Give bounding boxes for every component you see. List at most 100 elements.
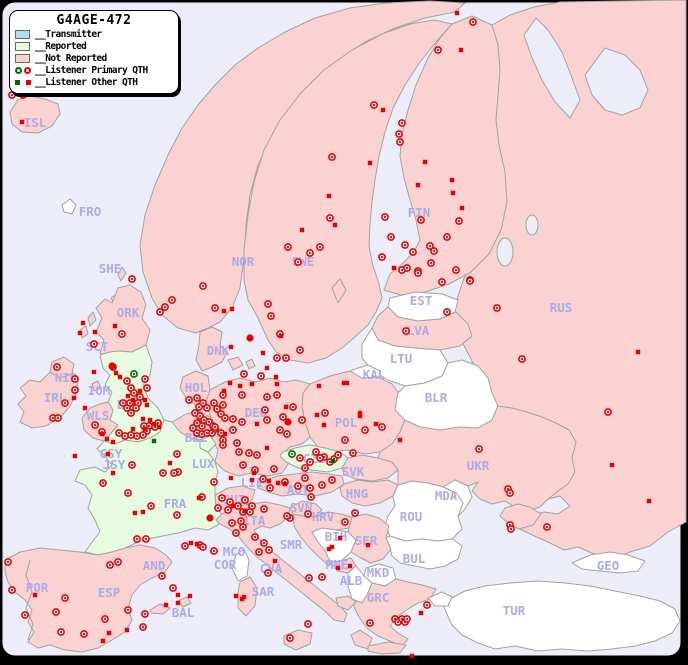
country-label-fin: FIN <box>408 205 431 220</box>
listener-other-marker <box>344 380 350 386</box>
listener-primary-marker <box>543 523 551 531</box>
listener-other-marker <box>249 381 255 387</box>
listener-other-marker <box>233 593 239 599</box>
listener-primary-marker <box>306 484 314 492</box>
listener-primary-marker <box>189 424 197 432</box>
listener-primary-marker <box>434 46 442 54</box>
regions-layer <box>4 0 687 655</box>
listener-primary-marker <box>214 504 222 512</box>
country-label-fro: FRO <box>79 204 102 219</box>
listener-primary-marker <box>217 429 225 437</box>
listener-other-marker <box>106 630 112 636</box>
legend-item-not_reported: __Not Reported <box>15 53 173 64</box>
lake-onega <box>525 214 539 236</box>
listener-other-marker <box>104 436 110 442</box>
listener-primary-marker <box>409 248 417 256</box>
listener-primary-marker <box>142 535 150 543</box>
listener-primary-marker <box>276 426 284 434</box>
listener-primary-marker <box>226 498 234 506</box>
not_reported-swatch <box>15 54 30 63</box>
listener-primary-marker <box>238 391 246 399</box>
listener-primary-marker <box>218 494 226 502</box>
listener-primary-marker <box>304 620 312 628</box>
listener-primary-marker <box>121 432 129 440</box>
country-label-ita: ITA <box>243 513 266 528</box>
listener-other-marker <box>99 431 105 437</box>
region-sar <box>237 576 258 617</box>
listener-other-marker <box>144 402 150 408</box>
listener-primary-marker <box>289 403 297 411</box>
primary_qth-marker-icons <box>15 67 31 74</box>
listener-primary-marker <box>318 481 326 489</box>
listener-other-marker <box>137 388 143 394</box>
listener-primary-marker <box>239 461 247 469</box>
listener-other-marker <box>32 592 38 598</box>
listener-primary-marker <box>402 327 410 335</box>
listener-other-marker <box>130 397 136 403</box>
listener-primary-marker <box>443 308 451 316</box>
listener-primary-marker <box>398 119 406 127</box>
listener-other-marker <box>275 480 281 486</box>
country-label-kal: KAL <box>363 367 386 382</box>
listener-other-marker <box>222 431 228 437</box>
listener-primary-marker <box>233 439 241 447</box>
region-fro <box>61 198 77 215</box>
listener-other-marker <box>365 542 371 548</box>
region-peloponnese <box>350 629 373 650</box>
listener-other-marker <box>609 462 615 468</box>
listener-primary-marker <box>396 138 404 146</box>
listener-primary-marker <box>234 502 242 510</box>
listener-primary-marker <box>334 451 342 459</box>
country-label-ltu: LTU <box>390 351 413 366</box>
listener-primary-marker <box>71 386 79 394</box>
listener-other-marker <box>82 405 88 411</box>
country-label-alb: ALB <box>340 573 363 588</box>
listener-primary-marker <box>228 519 236 527</box>
region-wls <box>81 401 119 442</box>
listener-primary-marker <box>118 330 126 338</box>
region-nor <box>139 0 466 334</box>
listener-other-marker <box>422 159 428 165</box>
listener-primary-marker <box>257 372 265 380</box>
listener-primary-marker <box>156 308 164 316</box>
listener-primary-marker <box>312 448 320 456</box>
country-label-dnk: DNK <box>207 343 230 358</box>
listener-other-marker <box>316 383 322 389</box>
region-dnk <box>195 326 228 372</box>
white-sea-bay <box>584 47 649 116</box>
listener-primary-marker <box>378 423 386 431</box>
listener-other-marker <box>241 594 247 600</box>
listener-other-marker <box>329 544 335 550</box>
listener-other-marker <box>221 388 227 394</box>
listener-other-marker <box>19 119 25 125</box>
listener-other-marker <box>140 509 146 515</box>
listener-primary-marker <box>91 421 99 429</box>
country-label-tur: TUR <box>503 603 526 618</box>
listener-primary-marker <box>158 572 166 580</box>
listener-primary-marker <box>301 464 309 472</box>
listener-other-marker <box>163 602 169 608</box>
listener-other-marker <box>450 190 456 196</box>
listener-primary-marker <box>114 558 122 566</box>
listener-primary-marker <box>261 406 269 414</box>
listener-primary-marker <box>604 408 612 416</box>
listener-other-marker <box>230 503 236 509</box>
listener-primary-marker <box>267 312 275 320</box>
listener-primary-marker <box>316 454 324 462</box>
listener-primary-marker <box>132 404 140 412</box>
listener-other-marker <box>254 421 260 427</box>
listener-primary-marker <box>296 346 304 354</box>
listener-other-marker <box>227 380 233 386</box>
listener-other-marker <box>91 369 97 375</box>
country-label-smr: SMR <box>280 537 303 552</box>
listener-primary-marker <box>341 436 349 444</box>
country-label-blr: BLR <box>425 390 448 405</box>
listener-other-marker <box>459 205 465 211</box>
region-thrace <box>427 591 453 607</box>
listener-other-marker <box>237 383 243 389</box>
country-label-bih: BIH <box>325 529 348 544</box>
listener-primary-marker <box>130 389 138 397</box>
listener-other-marker <box>132 510 138 516</box>
listener-primary-marker <box>246 508 254 516</box>
listener-large-marker <box>246 334 254 342</box>
